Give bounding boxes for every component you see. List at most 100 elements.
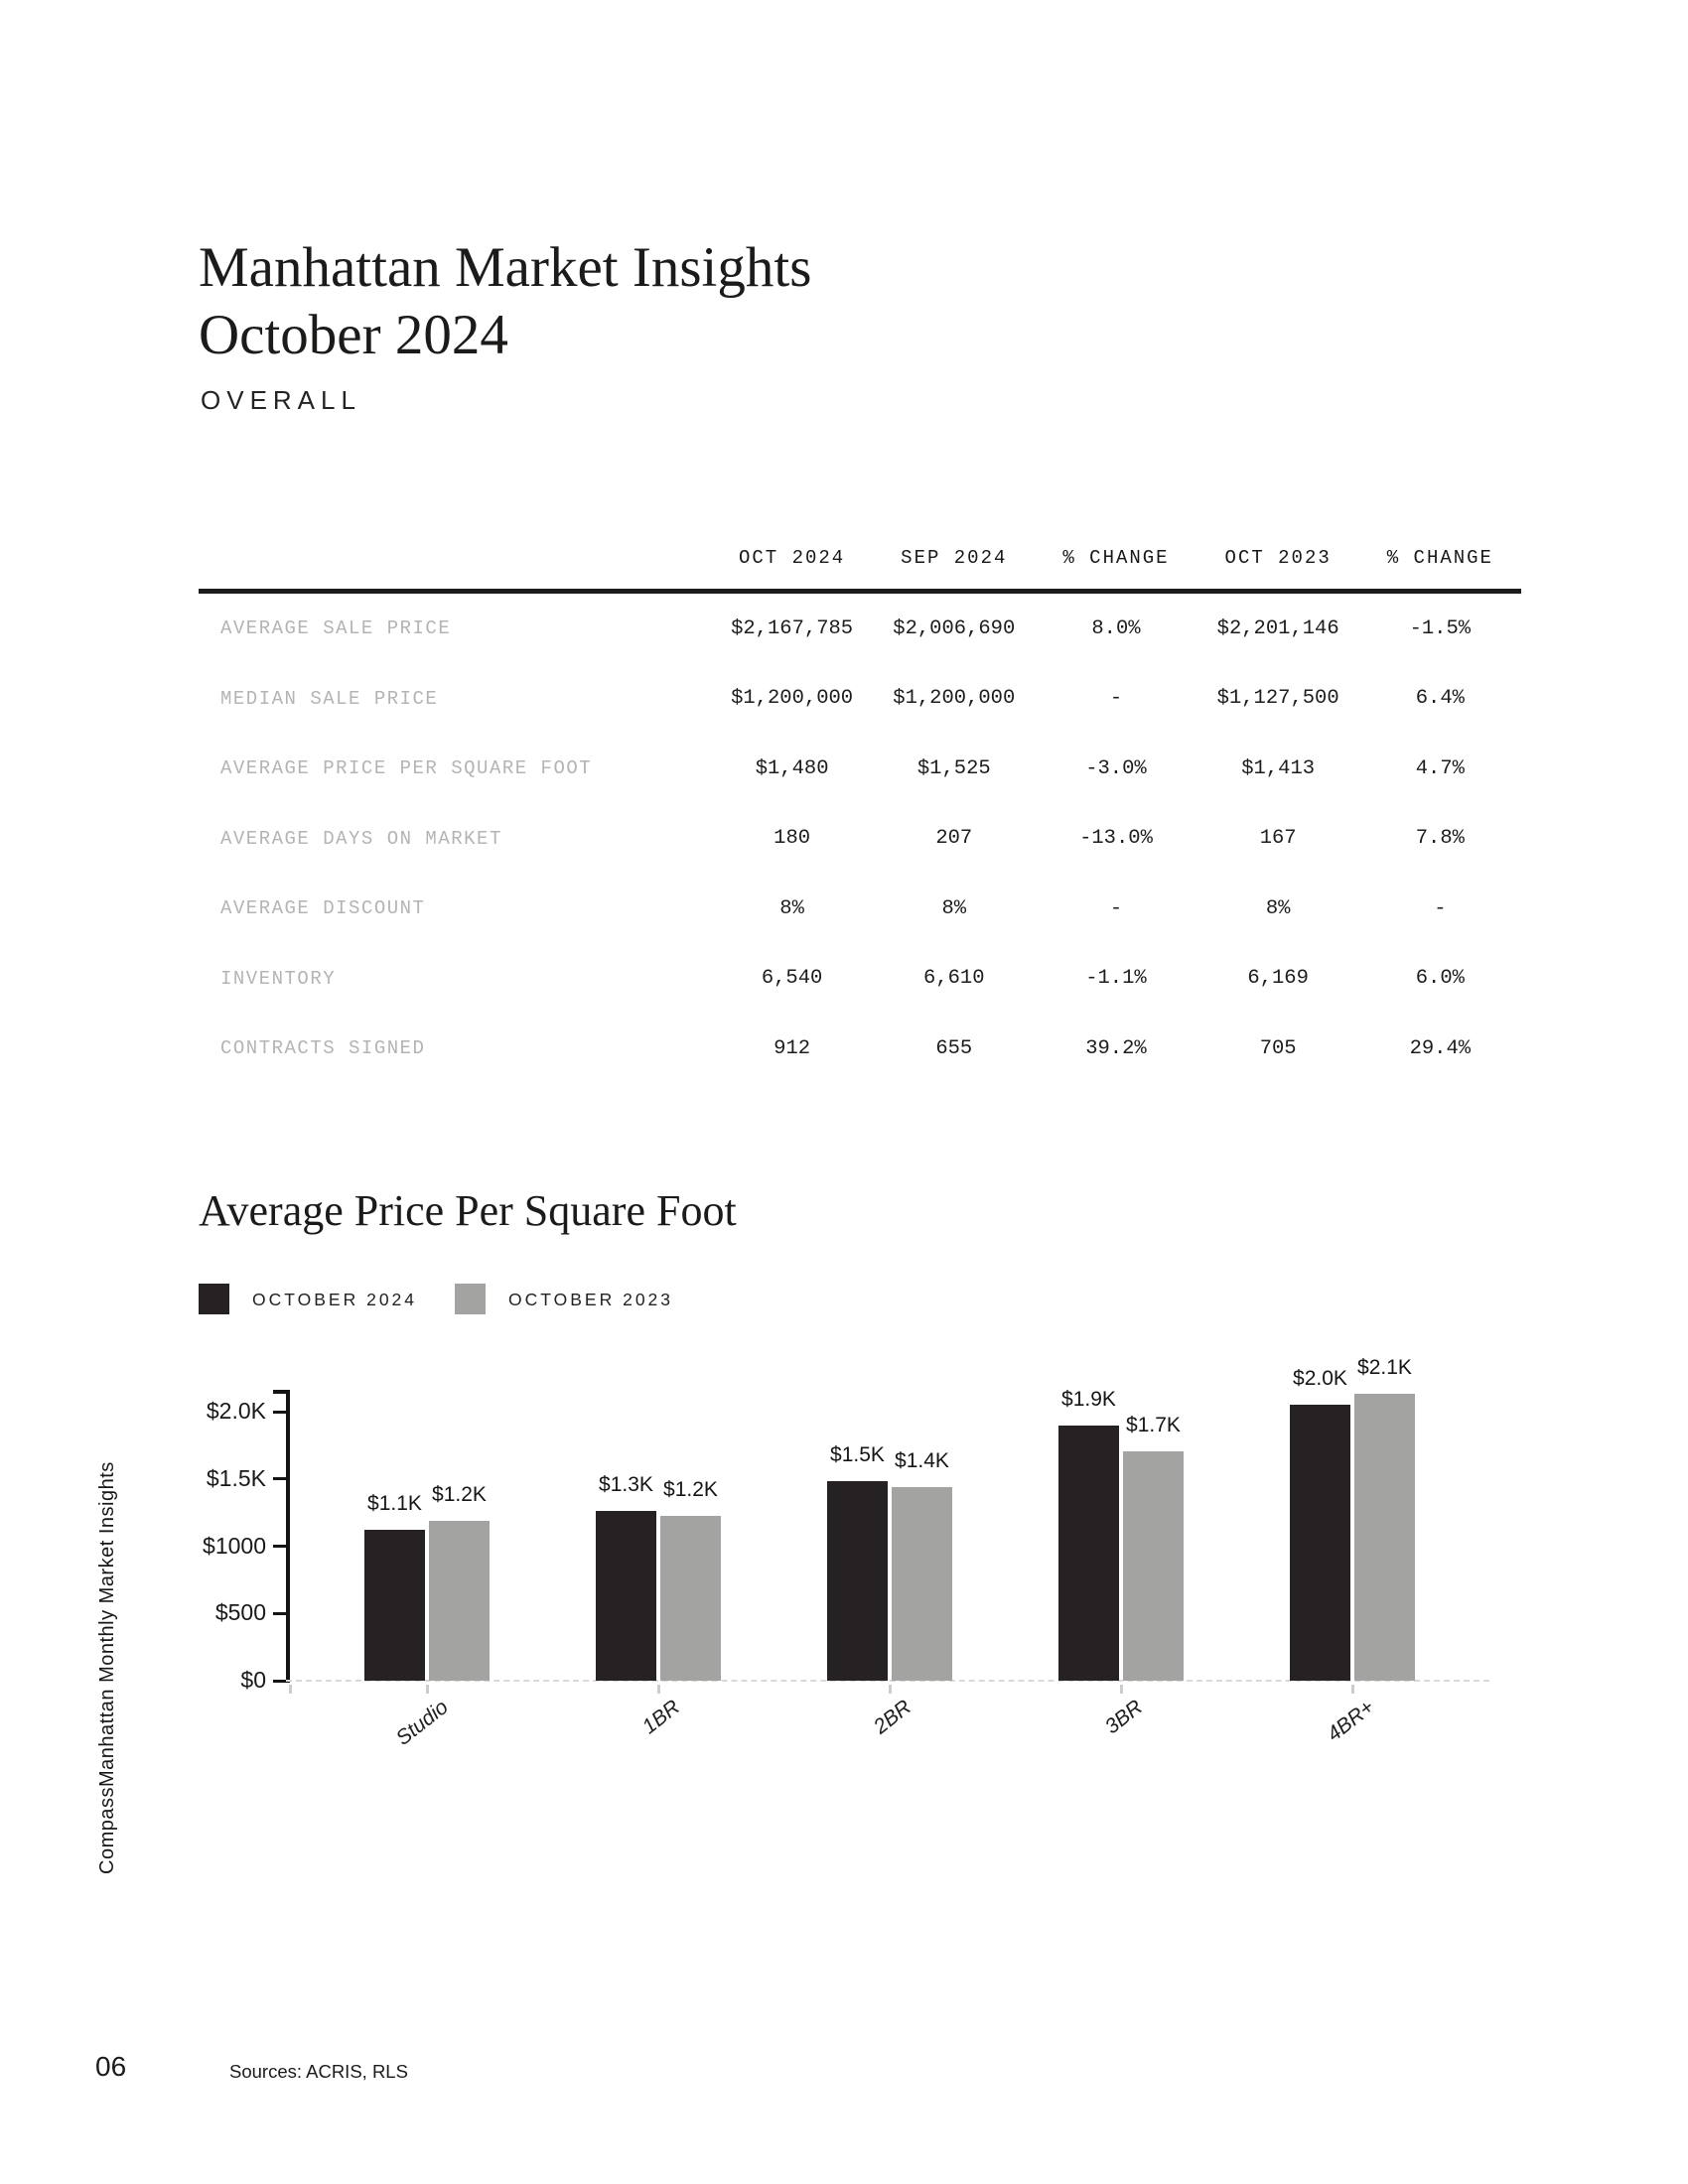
table-cell: $2,167,785 <box>731 616 854 640</box>
table-cell: $1,200,000 <box>731 687 854 711</box>
bar-october-2024-3br <box>1058 1425 1119 1681</box>
row-label: CONTRACTS SIGNED <box>220 1037 426 1060</box>
bar-value-label: $1.1K <box>367 1492 422 1516</box>
table-cell: 7.8% <box>1415 827 1465 851</box>
bar-value-label: $1.5K <box>830 1443 885 1467</box>
table-row: INVENTORY 6,540 6,610 -1.1% 6,169 6.0% <box>199 944 1521 1015</box>
legend-swatch-october-2023 <box>455 1284 487 1314</box>
row-label: AVERAGE PRICE PER SQUARE FOOT <box>220 757 593 780</box>
page-title-line1: Manhattan Market Insights <box>199 236 812 300</box>
bar-value-label: $1.7K <box>1126 1413 1181 1436</box>
table-cell: 8.0% <box>1091 616 1141 640</box>
y-axis-tick-label: $2.0K <box>206 1398 266 1424</box>
bar-value-label: $2.0K <box>1293 1367 1347 1391</box>
table-cell: -13.0% <box>1079 827 1153 851</box>
table-cell: 6,610 <box>923 967 985 991</box>
table-cell: 4.7% <box>1415 756 1465 780</box>
y-axis-tick-label: $500 <box>214 1599 266 1626</box>
x-axis-label-2br: 2BR <box>869 1696 916 1739</box>
legend-item-october-2023: OCTOBER 2023 <box>455 1284 673 1314</box>
table-row: AVERAGE PRICE PER SQUARE FOOT $1,480 $1,5… <box>199 734 1521 804</box>
table-cell: $1,127,500 <box>1216 687 1339 711</box>
y-axis-end-cap <box>273 1390 290 1394</box>
sources-note: Sources: ACRIS, RLS <box>229 2061 408 2082</box>
table-cell: 8% <box>779 896 804 920</box>
table-cell: -1.5% <box>1409 616 1472 640</box>
table-row: AVERAGE DAYS ON MARKET 180 207 -13.0% 167 7.… <box>199 804 1521 875</box>
column-header-oct-2024: OCT 2024 <box>738 547 846 569</box>
x-axis-label-3br: 3BR <box>1100 1696 1148 1739</box>
bar-value-label: $1.3K <box>599 1472 653 1496</box>
legend-swatch-october-2024 <box>199 1284 229 1314</box>
x-axis-label-1br: 1BR <box>637 1696 685 1739</box>
sidebar-brand: Compass <box>96 1787 118 1874</box>
bar-value-label: $1.4K <box>895 1448 949 1472</box>
table-cell: $1,413 <box>1241 756 1316 780</box>
table-cell: 8% <box>941 896 967 920</box>
column-header-oct-2023: OCT 2023 <box>1224 547 1332 569</box>
table-cell: 6.0% <box>1415 967 1465 991</box>
section-label: OVERALL <box>201 385 361 415</box>
bar-october-2024-4br <box>1290 1405 1350 1681</box>
x-axis-tick <box>1351 1685 1354 1694</box>
zero-gridline <box>286 1680 1489 1682</box>
bar-value-label: $2.1K <box>1357 1356 1412 1380</box>
table-cell: $1,525 <box>916 756 991 780</box>
table-cell: $1,200,000 <box>893 687 1016 711</box>
page-title: Manhattan Market Insights October 2024 <box>199 234 811 369</box>
table-cell: 6.4% <box>1415 687 1465 711</box>
table-cell: 655 <box>935 1036 973 1060</box>
bar-value-label: $1.2K <box>663 1478 718 1501</box>
table-cell: 39.2% <box>1085 1036 1147 1060</box>
column-header-pct-change-mom: % CHANGE <box>1062 547 1170 569</box>
table-cell: 6,540 <box>761 967 823 991</box>
row-label: INVENTORY <box>220 967 337 990</box>
table-cell: 180 <box>774 827 811 851</box>
x-axis-tick <box>1120 1685 1123 1694</box>
page-title-line2: October 2024 <box>199 304 508 367</box>
y-axis-tick <box>273 1477 286 1481</box>
y-axis-tick <box>273 1410 286 1414</box>
table-cell: 8% <box>1265 896 1291 920</box>
y-axis-tick-label: $0 <box>240 1667 266 1693</box>
chart-legend: OCTOBER 2024 OCTOBER 2023 <box>199 1284 673 1314</box>
table-cell: 6,169 <box>1247 967 1309 991</box>
x-axis-edge-tick <box>289 1685 292 1694</box>
bar-october-2024-1br <box>596 1510 656 1681</box>
table-cell: - <box>1434 896 1447 920</box>
row-label: AVERAGE DISCOUNT <box>220 897 426 920</box>
table-cell: $2,006,690 <box>893 616 1016 640</box>
bar-october-2023-3br <box>1123 1450 1184 1681</box>
table-row: AVERAGE DISCOUNT 8% 8% - 8% - <box>199 874 1521 944</box>
legend-item-october-2024: OCTOBER 2024 <box>199 1284 417 1314</box>
table-cell: 29.4% <box>1409 1036 1472 1060</box>
table-cell: $1,480 <box>755 756 829 780</box>
table-cell: - <box>1109 687 1123 711</box>
price-per-sqft-bar-chart: $0 $500 $1000 $1.5K $2.0K Studio $1.1K $1.2K 1BR… <box>199 1356 1521 1787</box>
page-number: 06 <box>95 2051 127 2082</box>
column-header-pct-change-yoy: % CHANGE <box>1386 547 1493 569</box>
y-axis-tick-label: $1000 <box>203 1532 266 1559</box>
sidebar-report-title: Manhattan Monthly Market Insights <box>96 1461 118 1787</box>
y-axis-tick <box>273 1679 286 1683</box>
y-axis <box>286 1390 290 1683</box>
table-header-row: OCT 2024 SEP 2024 % CHANGE OCT 2023 % CH… <box>199 536 1521 589</box>
y-axis-tick-label: $1.5K <box>206 1464 266 1491</box>
x-axis-tick <box>657 1685 660 1694</box>
x-axis-label-studio: Studio <box>392 1696 454 1750</box>
row-label: AVERAGE DAYS ON MARKET <box>220 827 502 850</box>
y-axis-tick <box>273 1611 286 1615</box>
y-axis-tick <box>273 1545 286 1548</box>
table-cell: 207 <box>935 827 973 851</box>
table-cell: $2,201,146 <box>1216 616 1339 640</box>
bar-october-2023-2br <box>892 1486 952 1681</box>
table-body: AVERAGE SALE PRICE $2,167,785 $2,006,690 8… <box>199 594 1521 1084</box>
bar-october-2023-studio <box>429 1520 490 1681</box>
chart-title: Average Price Per Square Foot <box>199 1186 737 1235</box>
row-label: MEDIAN SALE PRICE <box>220 687 439 710</box>
table-cell: -1.1% <box>1085 967 1147 991</box>
table-cell: -3.0% <box>1085 756 1147 780</box>
bar-value-label: $1.2K <box>432 1482 487 1506</box>
table-header-rule <box>199 589 1521 594</box>
